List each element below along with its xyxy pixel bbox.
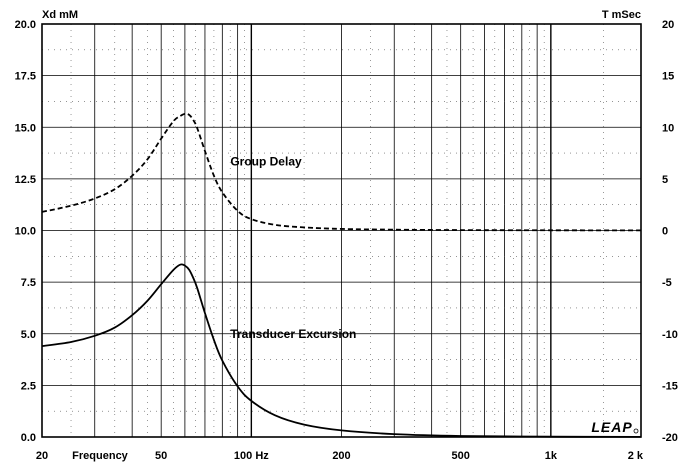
y-left-tick-label: 10.0 xyxy=(15,226,36,238)
x-tick-label: 500 xyxy=(452,450,470,462)
y-right-tick-label: 10 xyxy=(662,122,674,134)
transducer-excursion-label: Transducer Excursion xyxy=(230,327,356,341)
leap-logo: LEAP xyxy=(591,419,639,435)
x-axis-title: Frequency xyxy=(72,450,129,462)
x-tick-label: 50 xyxy=(155,450,167,462)
y-left-tick-label: 7.5 xyxy=(21,277,36,289)
y-left-tick-label: 12.5 xyxy=(15,174,36,186)
y-left-tick-label: 0.0 xyxy=(21,432,36,444)
y-axis-right-title: T mSec xyxy=(602,9,641,21)
y-left-tick-label: 17.5 xyxy=(15,71,36,83)
x-tick-label: 1k xyxy=(545,450,558,462)
chart-curves xyxy=(41,112,642,438)
y-right-tick-label: 5 xyxy=(662,174,668,186)
y-right-tick-label: 15 xyxy=(662,71,674,83)
y-left-tick-label: 20.0 xyxy=(15,19,36,31)
y-right-tick-label: -5 xyxy=(662,277,672,289)
x-tick-label: 200 xyxy=(332,450,350,462)
y-left-tick-label: 5.0 xyxy=(21,329,36,341)
y-axis-left-title: Xd mM xyxy=(42,9,78,21)
y-right-tick-label: -20 xyxy=(662,432,678,444)
x-tick-label: 2 k xyxy=(628,450,644,462)
transducer-excursion-line xyxy=(41,263,642,438)
x-tick-label: 100 Hz xyxy=(234,450,269,462)
y-right-tick-label: 20 xyxy=(662,19,674,31)
y-left-tick-label: 15.0 xyxy=(15,122,36,134)
y-right-tick-label: 0 xyxy=(662,226,668,238)
y-right-tick-label: -15 xyxy=(662,380,678,392)
x-tick-label: 20 xyxy=(36,450,48,462)
group-delay-line xyxy=(41,112,642,232)
y-right-tick-label: -10 xyxy=(662,329,678,341)
plot-border xyxy=(41,23,642,438)
chart-labels: 0.0 2.5 5.0 7.5 10.0 12.5 15.0 17.5 20.0 -20 -15 -1… xyxy=(15,19,678,462)
leap-logo-text: LEAP xyxy=(591,419,632,435)
y-left-tick-label: 2.5 xyxy=(21,380,36,392)
leap-logo-mark xyxy=(633,428,639,434)
group-delay-label: Group Delay xyxy=(230,154,302,168)
